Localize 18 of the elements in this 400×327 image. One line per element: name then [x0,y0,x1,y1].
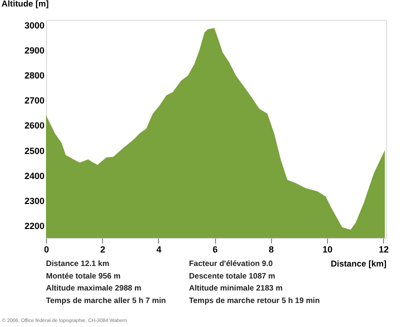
x-tick-label: 6 [212,244,218,254]
y-tick-label: 2200 [24,220,44,231]
y-tick-label: 2800 [24,70,44,81]
x-tick-label: 4 [156,244,162,254]
y-tick-label: 2500 [24,146,44,156]
x-tick-label: 2 [100,244,106,254]
y-tick-label: 2900 [24,46,44,56]
y-tick-label: 2700 [24,96,44,106]
y-tick-label: 2600 [24,120,44,131]
y-tick-label: 3000 [24,20,44,31]
y-tick-label: 2300 [24,196,44,206]
y-axis-title: Altitude [m] [2,0,49,8]
y-tick-label: 2400 [24,170,44,181]
x-tick-label: 0 [44,244,50,254]
x-tick-label: 12 [378,244,389,254]
x-tick-label: 10 [322,244,332,254]
x-tick-label: 8 [268,244,274,254]
x-axis-title: Distance [km] [330,258,387,268]
